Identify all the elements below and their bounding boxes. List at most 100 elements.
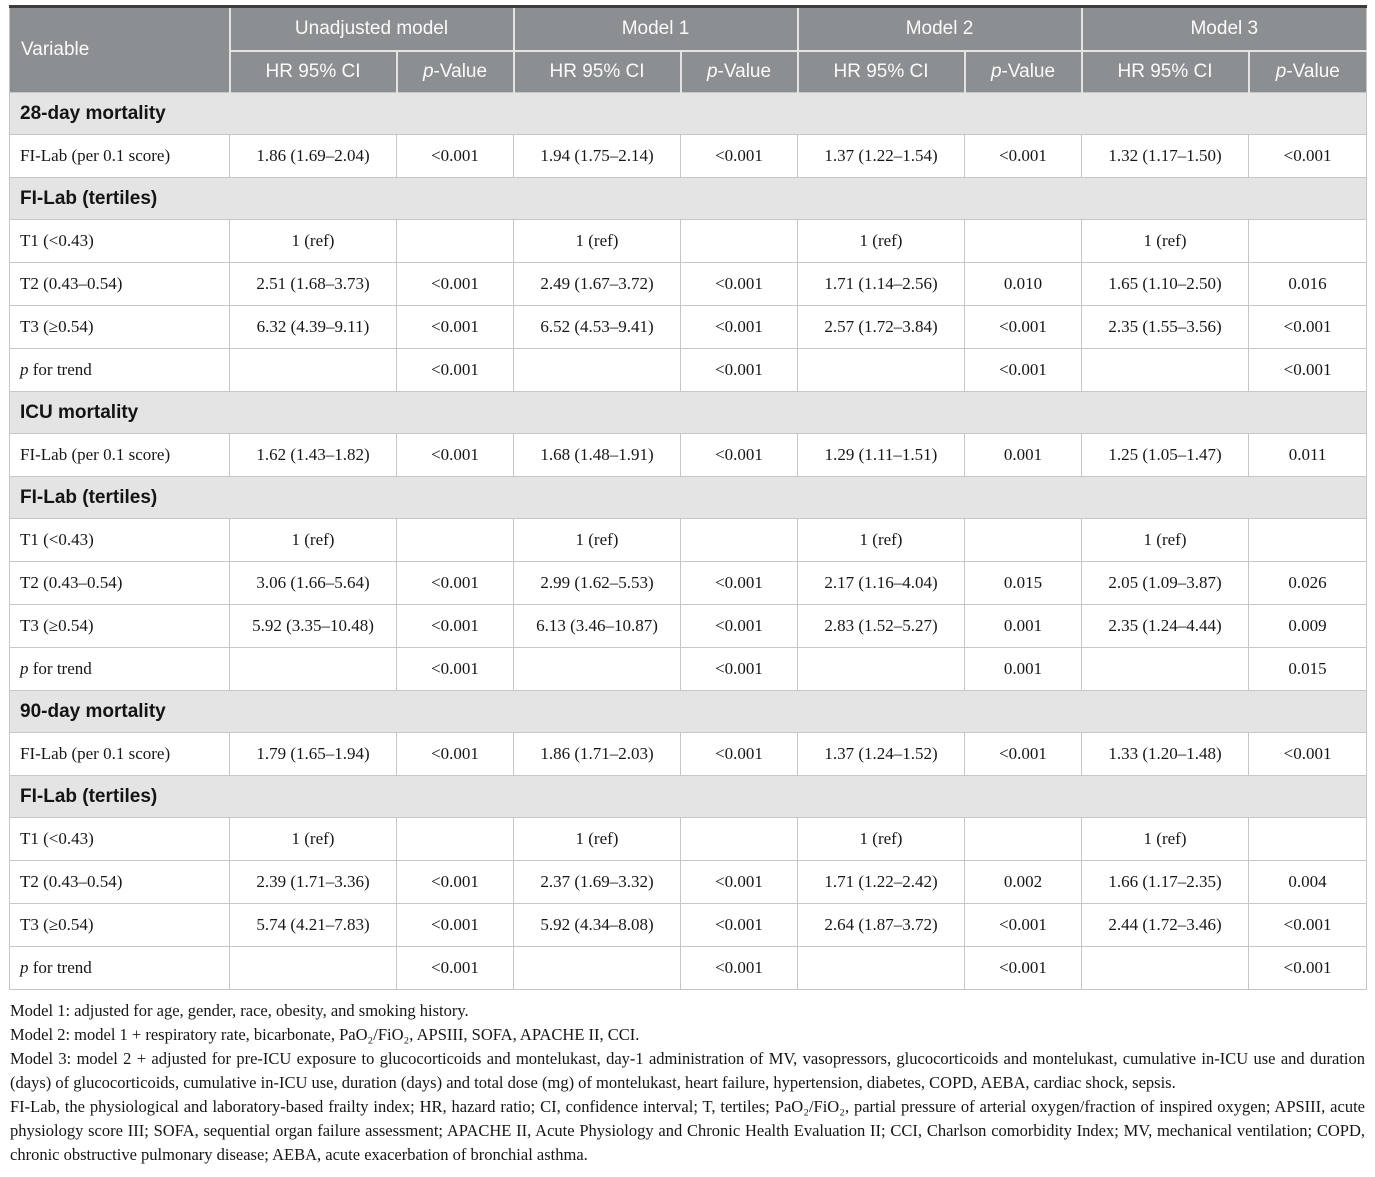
hr-ci-cell (797, 348, 966, 392)
row-label: T2 (0.43–0.54) (9, 860, 230, 904)
table-row: T2 (0.43–0.54) 2.51 (1.68–3.73) <0.001 2.49… (9, 262, 1368, 306)
hr-ci-cell: 2.37 (1.69–3.32) (513, 860, 681, 904)
hr-ci-cell (513, 348, 681, 392)
section-title: 90-day mortality (8, 690, 1368, 733)
p-value-cell: <0.001 (396, 262, 514, 306)
table-row: FI-Lab (per 0.1 score) 1.62 (1.43–1.82) <0… (9, 433, 1368, 477)
hr-ci-cell (229, 946, 397, 990)
table-row: T1 (<0.43) 1 (ref) 1 (ref) 1 (ref) 1 (ref) (9, 817, 1368, 861)
hr-ci-cell: 2.17 (1.16–4.04) (797, 561, 966, 605)
row-label: FI-Lab (per 0.1 score) (9, 433, 230, 477)
section-title: FI-Lab (tertiles) (8, 177, 1368, 220)
p-value-cell: 0.001 (964, 604, 1083, 648)
table-row: T2 (0.43–0.54) 2.39 (1.71–3.36) <0.001 2.37… (9, 860, 1368, 904)
row-label: FI-Lab (per 0.1 score) (9, 134, 230, 178)
row-label: T3 (≥0.54) (9, 903, 230, 947)
section-row: FI-Lab (tertiles) (8, 177, 1368, 220)
p-value-cell: <0.001 (679, 903, 799, 947)
hr-ci-cell: 1.79 (1.65–1.94) (229, 732, 397, 776)
table-body: 28-day mortality FI-Lab (per 0.1 score) 1.… (8, 92, 1368, 990)
table-header: Variable Unadjusted model Model 1 Model … (9, 6, 1367, 93)
section-title: ICU mortality (8, 391, 1368, 434)
p-value-cell: <0.001 (679, 946, 799, 990)
p-value-cell: 0.010 (964, 262, 1083, 306)
column-header-hr-ci: HR 95% CI (796, 50, 965, 93)
hr-ci-cell: 2.39 (1.71–3.36) (229, 860, 397, 904)
p-value-cell: <0.001 (679, 647, 799, 691)
hr-ci-cell: 1 (ref) (1081, 817, 1250, 861)
row-label: FI-Lab (per 0.1 score) (9, 732, 230, 776)
table-row: FI-Lab (per 0.1 score) 1.79 (1.65–1.94) <0… (9, 732, 1368, 776)
hr-ci-cell: 1.32 (1.17–1.50) (1081, 134, 1250, 178)
hr-ci-cell: 1.37 (1.22–1.54) (797, 134, 966, 178)
hr-ci-cell: 5.92 (3.35–10.48) (229, 604, 397, 648)
p-value-cell (1248, 219, 1368, 263)
p-value-cell: <0.001 (679, 604, 799, 648)
section-title: 28-day mortality (8, 92, 1368, 135)
p-value-cell: <0.001 (396, 604, 514, 648)
row-label: T2 (0.43–0.54) (9, 561, 230, 605)
table-row: T2 (0.43–0.54) 3.06 (1.66–5.64) <0.001 2.99… (9, 561, 1368, 605)
hr-ci-cell: 1.71 (1.14–2.56) (797, 262, 966, 306)
row-label: p for trend (9, 946, 230, 990)
p-value-cell: <0.001 (396, 903, 514, 947)
hr-ci-cell: 2.51 (1.68–3.73) (229, 262, 397, 306)
column-header-p-value: p-Value (963, 50, 1082, 93)
hr-ci-cell: 2.05 (1.09–3.87) (1081, 561, 1250, 605)
hr-ci-cell (513, 647, 681, 691)
p-value-cell (964, 219, 1083, 263)
p-italic: p (422, 60, 434, 82)
p-value-cell: 0.004 (1248, 860, 1368, 904)
column-group-model-3: Model 3 (1080, 6, 1367, 52)
hr-ci-cell: 1 (ref) (513, 817, 681, 861)
table-row: FI-Lab (per 0.1 score) 1.86 (1.69–2.04) <0… (9, 134, 1368, 178)
hr-ci-cell: 1.86 (1.71–2.03) (513, 732, 681, 776)
hr-ci-cell: 1 (ref) (513, 518, 681, 562)
p-value-cell: 0.015 (1248, 647, 1368, 691)
hr-ci-cell: 1 (ref) (229, 518, 397, 562)
column-header-p-value: p-Value (395, 50, 514, 93)
p-value-cell: 0.015 (964, 561, 1083, 605)
column-group-unadjusted-model: Unadjusted model (228, 6, 514, 52)
section-row: FI-Lab (tertiles) (8, 476, 1368, 519)
p-value-cell: <0.001 (964, 305, 1083, 349)
p-value-cell: 0.011 (1248, 433, 1368, 477)
section-row: 28-day mortality (8, 92, 1368, 135)
hr-ci-cell: 1 (ref) (229, 219, 397, 263)
column-group-model-2: Model 2 (796, 6, 1082, 52)
hr-ci-cell: 1.29 (1.11–1.51) (797, 433, 966, 477)
section-title: FI-Lab (tertiles) (8, 476, 1368, 519)
hr-ci-cell (1081, 946, 1250, 990)
p-value-cell: <0.001 (396, 647, 514, 691)
row-label: T1 (<0.43) (9, 219, 230, 263)
p-value-cell (679, 518, 799, 562)
row-label: p for trend (9, 348, 230, 392)
p-value-cell: <0.001 (964, 903, 1083, 947)
column-header-p-value: p-Value (679, 50, 798, 93)
hr-ci-cell: 1.71 (1.22–2.42) (797, 860, 966, 904)
p-value-cell: 0.009 (1248, 604, 1368, 648)
hr-ci-cell: 6.52 (4.53–9.41) (513, 305, 681, 349)
table-row: p for trend <0.001 <0.001 <0.001 <0.001 (9, 946, 1368, 990)
p-value-cell: <0.001 (679, 262, 799, 306)
hr-ci-cell (1081, 348, 1250, 392)
p-italic: p (1275, 60, 1287, 82)
hr-ci-cell (229, 647, 397, 691)
table-row: p for trend <0.001 <0.001 0.001 0.015 (9, 647, 1368, 691)
p-value-cell: <0.001 (964, 946, 1083, 990)
p-value-cell: 0.002 (964, 860, 1083, 904)
section-row: ICU mortality (8, 391, 1368, 434)
p-value-cell: <0.001 (396, 946, 514, 990)
hr-ci-cell: 1.33 (1.20–1.48) (1081, 732, 1250, 776)
hr-ci-cell (797, 946, 966, 990)
hr-ci-cell: 5.92 (4.34–8.08) (513, 903, 681, 947)
row-label: T1 (<0.43) (9, 518, 230, 562)
p-value-cell: <0.001 (964, 732, 1083, 776)
p-value-cell: <0.001 (1248, 732, 1368, 776)
p-value-cell: <0.001 (1248, 134, 1368, 178)
p-value-cell (1248, 817, 1368, 861)
row-label: T3 (≥0.54) (9, 305, 230, 349)
footnotes: Model 1: adjusted for age, gender, race,… (10, 999, 1365, 1167)
p-value-cell: <0.001 (396, 433, 514, 477)
